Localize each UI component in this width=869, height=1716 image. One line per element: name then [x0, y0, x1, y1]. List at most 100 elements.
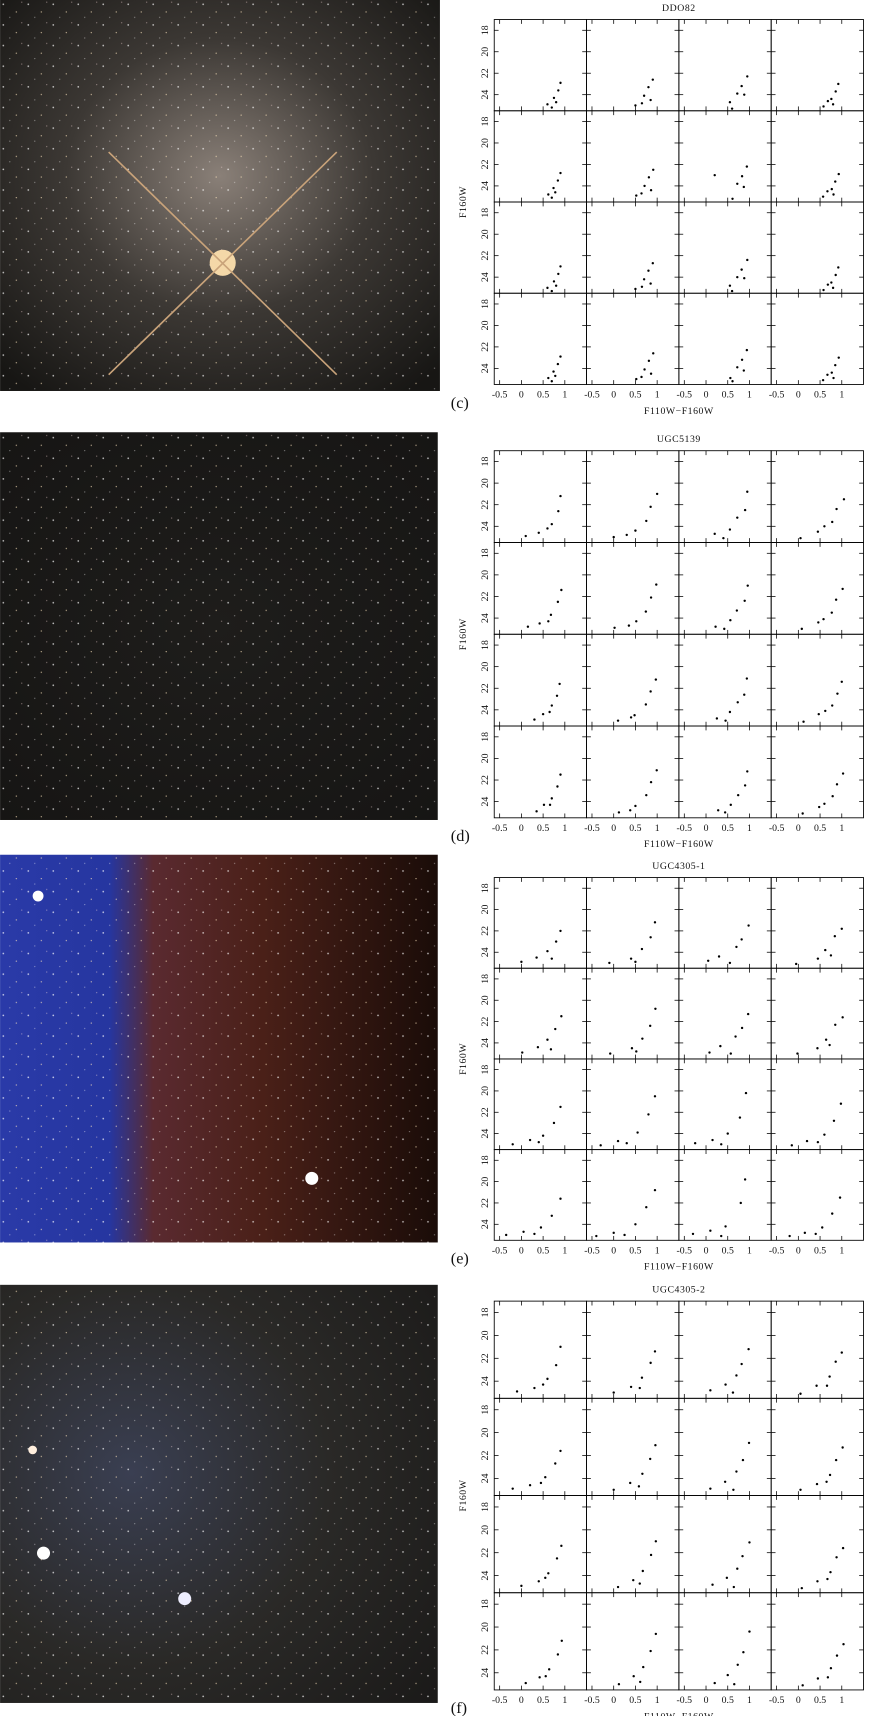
- x-tick-label: -0.5: [677, 823, 693, 834]
- star-point: [552, 96, 556, 100]
- panel-label: (c): [451, 393, 469, 412]
- star-point: [816, 1047, 819, 1050]
- x-tick-label: 1: [655, 1245, 660, 1256]
- star-point: [640, 375, 643, 379]
- panel-frame: [770, 1592, 864, 1691]
- star-point: [547, 193, 550, 196]
- star-point: [536, 1045, 540, 1049]
- y-tick-label: 20: [480, 1330, 491, 1340]
- star-point: [714, 625, 717, 628]
- star-point: [736, 793, 740, 797]
- star-point: [617, 811, 621, 814]
- star-point: [629, 1385, 633, 1389]
- star-point: [533, 1386, 536, 1390]
- chart-title: UGC5139: [657, 434, 701, 445]
- star-point: [511, 1143, 514, 1146]
- panel-frame: [770, 725, 864, 819]
- star-point: [830, 611, 833, 614]
- star-point: [629, 716, 633, 719]
- star-point: [649, 936, 652, 939]
- image-c: [0, 0, 440, 391]
- star-point: [799, 1392, 802, 1395]
- panel-frame: [770, 1300, 864, 1399]
- star-point: [824, 709, 827, 713]
- star-point: [816, 1140, 820, 1144]
- star-point: [546, 527, 549, 530]
- star-point: [830, 371, 833, 374]
- star-point: [546, 1377, 549, 1381]
- star-point: [736, 1663, 739, 1666]
- star-point: [634, 104, 637, 107]
- y-tick-label: 20: [480, 995, 491, 1005]
- star-point: [636, 1131, 639, 1134]
- star-point: [629, 809, 632, 812]
- star-point: [728, 284, 732, 287]
- panel-frame: [586, 1592, 680, 1691]
- star-point: [823, 525, 826, 528]
- y-tick-label: 24: [480, 705, 491, 715]
- x-tick-label: -0.5: [584, 1695, 600, 1706]
- star-point: [616, 1585, 620, 1589]
- star-point: [713, 173, 716, 177]
- star-point: [711, 1138, 714, 1142]
- y-tick-label: 22: [480, 500, 491, 510]
- star-point: [716, 809, 720, 812]
- star-point: [823, 802, 826, 805]
- star-point: [638, 1386, 641, 1390]
- star-point: [816, 1677, 820, 1680]
- star-point: [520, 1584, 523, 1588]
- star-point: [830, 97, 833, 101]
- star-point: [803, 1231, 807, 1235]
- x-tick-label: -0.5: [677, 390, 693, 401]
- star-point: [731, 197, 734, 200]
- panel-frame: [678, 110, 772, 203]
- star-point: [743, 508, 747, 512]
- star-point: [550, 522, 553, 526]
- star-point: [647, 176, 651, 179]
- panel-frame: [493, 725, 587, 819]
- star-point: [747, 924, 750, 927]
- y-tick-label: 18: [480, 1308, 491, 1318]
- star-point: [711, 1583, 714, 1586]
- star-point: [654, 1007, 657, 1010]
- star-point: [522, 1230, 525, 1233]
- star-point: [822, 617, 825, 621]
- star-point: [829, 1667, 833, 1670]
- y-tick-label: 18: [480, 1502, 491, 1512]
- x-tick-label: 1: [562, 1695, 567, 1706]
- y-tick-label: 20: [480, 320, 491, 330]
- x-tick-label: -0.5: [769, 823, 785, 834]
- star-point: [641, 1037, 644, 1040]
- star-point: [740, 1026, 744, 1030]
- x-tick-label: 0.5: [629, 390, 641, 401]
- star-point: [542, 803, 546, 807]
- panel-frame: [586, 967, 680, 1060]
- star-point: [713, 532, 716, 536]
- x-axis-label: F110W−F160W: [644, 839, 714, 850]
- star-point: [649, 372, 653, 375]
- x-tick-label: 0: [704, 823, 709, 834]
- star-point: [559, 1449, 562, 1453]
- panel-frame: [586, 1397, 680, 1496]
- panel-frame: [770, 201, 864, 294]
- panel-frame: [770, 1495, 864, 1594]
- star-point: [691, 1232, 695, 1236]
- star-point: [537, 531, 540, 534]
- star-point: [640, 102, 644, 105]
- star-point: [826, 99, 830, 103]
- y-tick-label: 22: [480, 775, 491, 785]
- star-point: [738, 1116, 742, 1119]
- star-point: [558, 682, 561, 686]
- y-tick-label: 18: [480, 974, 491, 984]
- x-tick-label: 0.5: [629, 1695, 641, 1706]
- star-point: [745, 677, 749, 680]
- star-point: [729, 1052, 732, 1055]
- panel-frame: [678, 967, 772, 1060]
- x-tick-label: 0: [796, 390, 801, 401]
- star-point: [550, 196, 553, 199]
- star-point: [554, 374, 557, 378]
- star-point: [632, 1675, 635, 1678]
- star-point: [643, 368, 646, 371]
- star-point: [652, 352, 655, 355]
- star-point: [839, 1102, 843, 1105]
